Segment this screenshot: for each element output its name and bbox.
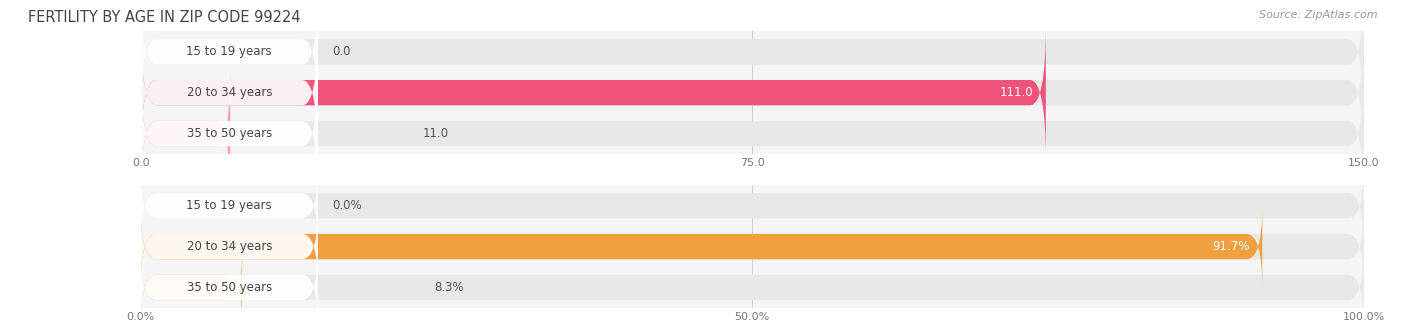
Text: 11.0: 11.0 <box>422 127 449 140</box>
FancyBboxPatch shape <box>141 26 318 160</box>
Text: 0.0: 0.0 <box>333 45 352 58</box>
FancyBboxPatch shape <box>141 166 318 246</box>
FancyBboxPatch shape <box>141 247 1364 328</box>
FancyBboxPatch shape <box>141 0 318 119</box>
Text: 35 to 50 years: 35 to 50 years <box>187 127 271 140</box>
Text: 91.7%: 91.7% <box>1213 240 1250 253</box>
FancyBboxPatch shape <box>141 67 1364 201</box>
FancyBboxPatch shape <box>141 247 318 328</box>
Text: 0.0%: 0.0% <box>333 199 363 212</box>
Text: 15 to 19 years: 15 to 19 years <box>187 45 273 58</box>
Text: 35 to 50 years: 35 to 50 years <box>187 281 271 294</box>
FancyBboxPatch shape <box>141 206 318 287</box>
FancyBboxPatch shape <box>141 0 1364 119</box>
Text: Source: ZipAtlas.com: Source: ZipAtlas.com <box>1260 10 1378 20</box>
Text: 15 to 19 years: 15 to 19 years <box>187 199 273 212</box>
FancyBboxPatch shape <box>141 67 231 201</box>
FancyBboxPatch shape <box>141 166 1364 246</box>
FancyBboxPatch shape <box>141 247 242 328</box>
Text: FERTILITY BY AGE IN ZIP CODE 99224: FERTILITY BY AGE IN ZIP CODE 99224 <box>28 10 301 25</box>
Text: 20 to 34 years: 20 to 34 years <box>187 86 271 99</box>
FancyBboxPatch shape <box>141 26 1364 160</box>
Text: 111.0: 111.0 <box>1000 86 1033 99</box>
FancyBboxPatch shape <box>141 67 318 201</box>
FancyBboxPatch shape <box>141 26 1046 160</box>
Text: 8.3%: 8.3% <box>434 281 464 294</box>
FancyBboxPatch shape <box>141 206 1364 287</box>
FancyBboxPatch shape <box>141 206 1263 287</box>
Text: 20 to 34 years: 20 to 34 years <box>187 240 271 253</box>
